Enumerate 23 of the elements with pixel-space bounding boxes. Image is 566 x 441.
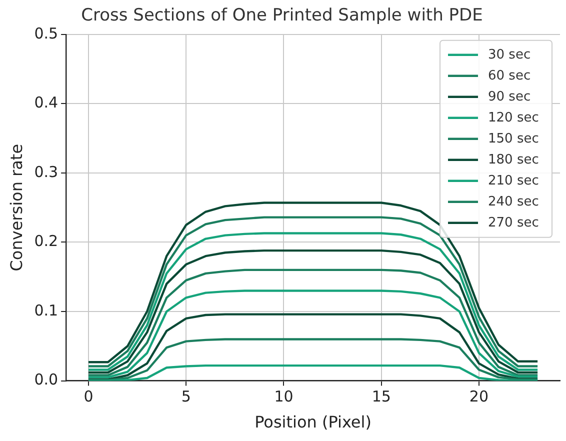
x-tick-label: 5: [181, 388, 191, 406]
y-tick-label: 0.5: [34, 24, 58, 42]
x-tick-label: 20: [469, 388, 489, 406]
legend-label: 180 sec: [488, 152, 539, 168]
y-axis-title: Conversion rate: [6, 144, 26, 272]
legend-label: 30 sec: [488, 47, 531, 62]
legend-label: 60 sec: [488, 68, 531, 84]
legend-label: 210 sec: [488, 173, 539, 188]
y-tick-label: 0.4: [34, 94, 58, 112]
y-tick-label: 0.2: [34, 232, 58, 250]
x-tick-label: 15: [372, 388, 391, 406]
legend-label: 90 sec: [488, 89, 531, 104]
x-tick-label: 0: [84, 388, 94, 406]
y-tick-label: 0.1: [34, 301, 58, 320]
legend-label: 120 sec: [488, 110, 539, 126]
y-tick-label: 0.3: [34, 162, 58, 181]
x-tick-label: 10: [274, 388, 294, 406]
legend-label: 150 sec: [488, 131, 539, 146]
y-tick-label: 0.0: [34, 370, 58, 389]
x-axis-title: Position (Pixel): [254, 412, 372, 432]
legend-label: 270 sec: [488, 215, 539, 230]
legend-label: 240 sec: [488, 194, 539, 210]
chart-title: Cross Sections of One Printed Sample with PDE: [81, 6, 483, 26]
